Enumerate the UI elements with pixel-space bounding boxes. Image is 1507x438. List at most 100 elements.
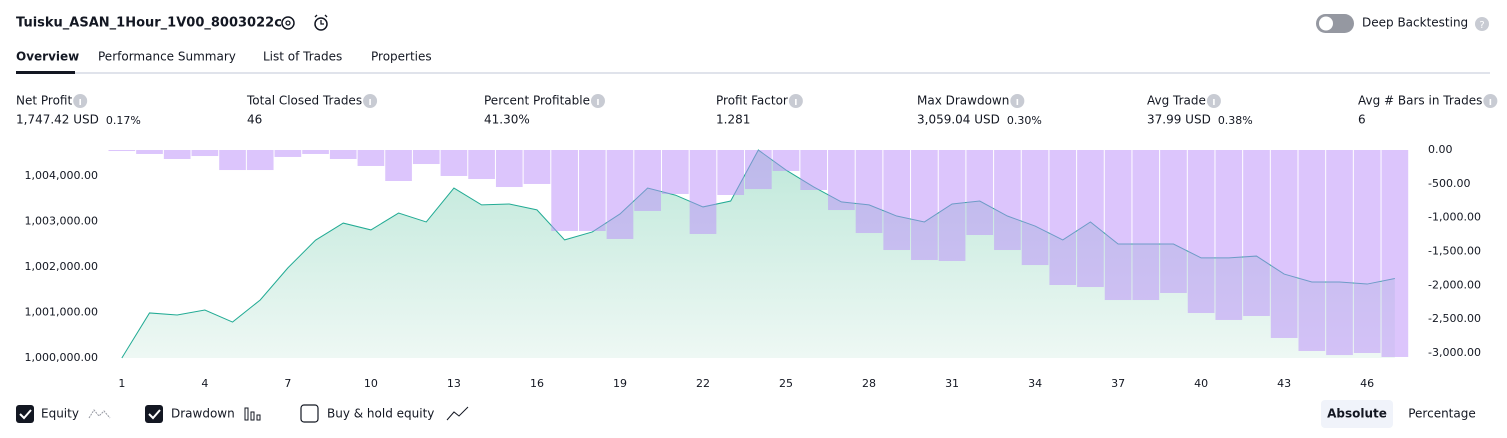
drawdown-bar <box>1381 150 1409 357</box>
drawdown-bar <box>938 150 966 261</box>
drawdown-bar <box>302 150 329 154</box>
drawdown-bar <box>468 150 495 180</box>
drawdown-bar <box>1270 150 1298 338</box>
drawdown-bar <box>357 150 385 166</box>
drawdown-bar <box>1021 150 1049 266</box>
drawdown-bar <box>108 150 136 152</box>
drawdown-bar <box>966 150 994 235</box>
scale-button[interactable]: Absolute <box>1327 407 1387 421</box>
equity-checkbox[interactable] <box>16 405 34 423</box>
alert-icon[interactable] <box>314 14 328 31</box>
y2-tick-label: -3,000.00 <box>1428 346 1481 359</box>
buy-hold-legend-icon <box>446 406 469 421</box>
toggle-label: Deep Backtesting <box>1362 16 1468 30</box>
y2-tick-label: -1,500.00 <box>1428 244 1481 257</box>
metric-label: Avg Trade <box>1147 94 1206 108</box>
drawdown-bar <box>1132 150 1160 301</box>
x-tick-label: 7 <box>284 377 291 390</box>
drawdown-bar <box>1298 150 1326 351</box>
x-tick-label: 1 <box>118 377 125 390</box>
x-tick-label: 28 <box>862 377 876 390</box>
metric-value: 3,059.04 USD <box>917 113 1000 127</box>
drawdown-bar <box>551 150 578 231</box>
tab[interactable]: Overview <box>16 50 79 64</box>
drawdown-bar <box>745 150 772 190</box>
drawdown-bar <box>634 150 661 211</box>
y-tick-label: 1,000,000.00 <box>25 351 98 364</box>
drawdown-bar <box>800 150 828 190</box>
drawdown-bar <box>136 150 163 154</box>
metric-percent: 0.17% <box>106 114 141 127</box>
y-tick-label: 1,004,000.00 <box>25 169 98 182</box>
metric-value: 41.30% <box>484 113 530 127</box>
x-tick-label: 37 <box>1111 377 1125 390</box>
settings-icon[interactable] <box>281 16 295 30</box>
x-tick-label: 46 <box>1360 377 1374 390</box>
drawdown-bar <box>385 150 412 181</box>
drawdown-bar <box>1104 150 1132 301</box>
equity-area <box>121 150 1395 358</box>
y2-tick-label: 0.00 <box>1428 143 1453 156</box>
metric-value: 37.99 USD <box>1147 113 1211 127</box>
y2-tick-label: -2,000.00 <box>1428 278 1481 291</box>
metric-percent: 0.30% <box>1007 114 1042 127</box>
help-icon[interactable]: ? <box>1475 17 1489 31</box>
drawdown-legend-icon <box>244 407 261 421</box>
drawdown-bar <box>191 150 219 157</box>
drawdown-bar <box>1353 150 1381 353</box>
drawdown-bar <box>855 150 883 234</box>
drawdown-bar <box>1243 150 1270 316</box>
absolute-button-bg <box>1321 400 1393 428</box>
active-tab-underline <box>16 71 75 74</box>
metric-label: Max Drawdown <box>917 94 1009 108</box>
x-tick-label: 19 <box>613 377 627 390</box>
drawdown-bar <box>1160 150 1187 293</box>
metric-label: Profit Factor <box>716 94 788 108</box>
x-tick-label: 40 <box>1194 377 1208 390</box>
x-tick-label: 31 <box>945 377 959 390</box>
svg-text:?: ? <box>1479 20 1484 31</box>
metric-value: 1,747.42 USD <box>16 113 99 127</box>
drawdown-bar <box>440 150 468 176</box>
tab[interactable]: Properties <box>371 50 432 64</box>
drawdown-bar <box>163 150 191 159</box>
tab[interactable]: Performance Summary <box>98 50 236 64</box>
metric-value: 1.281 <box>716 113 750 127</box>
metric-value: 6 <box>1358 113 1366 127</box>
drawdown-bar <box>246 150 274 171</box>
metric-value: 46 <box>247 113 262 127</box>
drawdown-bar <box>661 150 689 194</box>
scale-button[interactable]: Percentage <box>1408 407 1476 421</box>
drawdown-checkbox[interactable] <box>145 405 163 423</box>
x-tick-label: 4 <box>201 377 208 390</box>
drawdown-bar <box>883 150 911 251</box>
legend-label: Buy & hold equity <box>327 407 434 421</box>
drawdown-bar <box>578 150 606 231</box>
tab[interactable]: List of Trades <box>263 50 342 64</box>
x-tick-label: 22 <box>696 377 710 390</box>
drawdown-bar <box>412 150 440 165</box>
x-tick-label: 10 <box>364 377 378 390</box>
drawdown-bar <box>219 150 246 171</box>
drawdown-bar <box>606 150 634 239</box>
legend-label: Equity <box>41 407 79 421</box>
y2-tick-label: -1,000.00 <box>1428 211 1481 224</box>
y-tick-label: 1,001,000.00 <box>25 305 98 318</box>
deep-backtesting-toggle[interactable] <box>1316 14 1354 33</box>
y2-tick-label: -2,500.00 <box>1428 312 1481 325</box>
drawdown-bar <box>828 150 855 211</box>
x-tick-label: 13 <box>447 377 461 390</box>
metric-label: Net Profit <box>16 94 72 108</box>
drawdown-bar <box>329 150 357 159</box>
metric-label: Percent Profitable <box>484 94 590 108</box>
metric-label: Avg # Bars in Trades <box>1358 94 1482 108</box>
drawdown-bar <box>717 150 745 195</box>
y-tick-label: 1,003,000.00 <box>25 214 98 227</box>
x-tick-label: 16 <box>530 377 544 390</box>
legend-label: Drawdown <box>171 407 235 421</box>
drawdown-bar <box>523 150 551 184</box>
drawdown-bar <box>911 150 938 261</box>
buy-hold-checkbox[interactable] <box>300 404 319 423</box>
